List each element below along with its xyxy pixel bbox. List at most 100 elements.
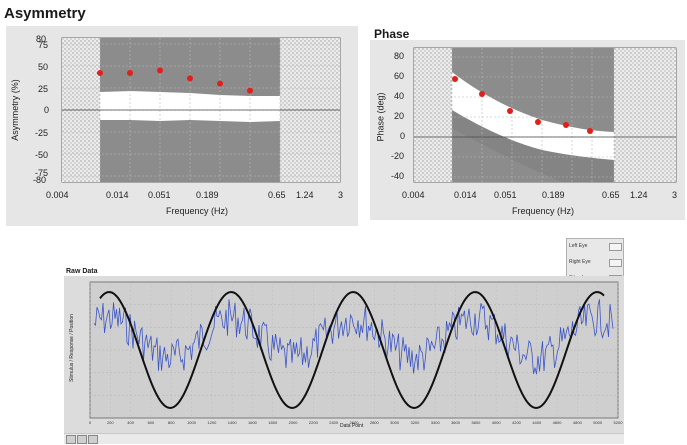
phase-points bbox=[452, 76, 593, 134]
raw-xtick: 4400 bbox=[532, 420, 542, 425]
raw-xtick: 600 bbox=[148, 420, 155, 425]
legend-swatch-right-eye[interactable] bbox=[609, 259, 622, 267]
phase-point bbox=[563, 122, 569, 128]
phase-point bbox=[479, 91, 485, 97]
raw-xtick: 2000 bbox=[289, 420, 299, 425]
raw-xtick: 4600 bbox=[553, 420, 563, 425]
phase-ytick: 20 bbox=[394, 111, 405, 121]
raw-data-panel: Left Eye Right Eye Stimulus Raw Data 020… bbox=[0, 230, 687, 445]
raw-xtick: 1200 bbox=[207, 420, 217, 425]
phase-ylabel: Phase (deg) bbox=[375, 92, 386, 142]
horizontal-scrollbar[interactable] bbox=[64, 433, 624, 444]
raw-xtick: 1400 bbox=[228, 420, 238, 425]
legend-label-left-eye: Left Eye bbox=[569, 243, 588, 249]
phase-dotted-left bbox=[414, 48, 452, 182]
phase-xtick: 1.24 bbox=[630, 190, 648, 200]
raw-xtick: 4800 bbox=[573, 420, 583, 425]
raw-xtick: 2600 bbox=[350, 420, 360, 425]
raw-xtick: 200 bbox=[107, 420, 114, 425]
asymmetry-xtick: 3 bbox=[338, 190, 344, 200]
asymmetry-point bbox=[157, 67, 163, 74]
legend-label-right-eye: Right Eye bbox=[569, 259, 591, 265]
asymmetry-point bbox=[127, 70, 133, 77]
raw-data-chart[interactable]: 0 200 400 600 800 1000 1200 1400 1600 1800 2000 220… bbox=[0, 230, 687, 445]
stimulus-trace bbox=[99, 291, 605, 410]
phase-xlabel: Frequency (Hz) bbox=[512, 206, 575, 216]
phase-point bbox=[587, 128, 593, 134]
phase-point bbox=[507, 108, 513, 114]
raw-xtick: 3200 bbox=[410, 420, 420, 425]
raw-xtick: 3600 bbox=[451, 420, 461, 425]
raw-xtick: 4000 bbox=[492, 420, 502, 425]
raw-ylabel: Stimulus / Response / Position bbox=[68, 314, 75, 382]
asymmetry-ytick: 50 bbox=[38, 62, 49, 72]
asymmetry-point bbox=[217, 80, 223, 87]
phase-point bbox=[535, 119, 541, 125]
phase-chart[interactable] bbox=[362, 0, 687, 228]
asymmetry-xtick: 0.014 bbox=[106, 190, 129, 200]
asymmetry-points bbox=[97, 67, 253, 94]
asymmetry-xtick: 0.189 bbox=[196, 190, 219, 200]
phase-xtick: 0.65 bbox=[602, 190, 620, 200]
asymmetry-ytick: -75 bbox=[35, 168, 49, 178]
phase-panel: Phase 80 60 bbox=[362, 0, 687, 228]
phase-ytick: 40 bbox=[394, 91, 405, 101]
phase-ytick: 0 bbox=[400, 131, 406, 141]
phase-title: Phase bbox=[374, 27, 410, 41]
asymmetry-ytick: -80 bbox=[33, 175, 47, 185]
raw-xtick: 2800 bbox=[370, 420, 380, 425]
raw-xtick: 3000 bbox=[390, 420, 400, 425]
raw-xtick: 3800 bbox=[471, 420, 481, 425]
asymmetry-ytick: -25 bbox=[35, 128, 49, 138]
cursor-icon[interactable] bbox=[88, 435, 98, 444]
asymmetry-title: Asymmetry bbox=[4, 5, 86, 22]
phase-xtick: 0.051 bbox=[494, 190, 517, 200]
asymmetry-ylabel: Asymmetry (%) bbox=[9, 79, 20, 141]
asymmetry-point bbox=[97, 70, 103, 77]
zoom-icon[interactable] bbox=[66, 435, 76, 444]
asymmetry-ytick: 80 bbox=[36, 34, 47, 44]
phase-xtick: 0.004 bbox=[402, 190, 425, 200]
raw-xlabel: Data Point bbox=[340, 423, 364, 429]
response-trace bbox=[93, 299, 614, 375]
raw-xtick: 1000 bbox=[187, 420, 197, 425]
phase-dotted-right bbox=[614, 48, 676, 182]
raw-xtick: 1600 bbox=[248, 420, 258, 425]
asymmetry-xtick: 0.65 bbox=[268, 190, 286, 200]
phase-normal-band bbox=[452, 72, 614, 160]
phase-lower-region bbox=[452, 110, 614, 182]
raw-xtick: 800 bbox=[168, 420, 175, 425]
phase-point bbox=[452, 76, 458, 82]
asymmetry-chart[interactable] bbox=[0, 0, 360, 228]
asymmetry-xlabel: Frequency (Hz) bbox=[166, 206, 229, 216]
asymmetry-ytick: 75 bbox=[38, 40, 49, 50]
raw-xtick: 5200 bbox=[614, 420, 624, 425]
asymmetry-panel: Asymmetry bbox=[0, 0, 360, 228]
raw-xtick: 1800 bbox=[268, 420, 278, 425]
raw-xtick: 2400 bbox=[329, 420, 339, 425]
phase-xtick: 0.189 bbox=[542, 190, 565, 200]
phase-xtick: 3 bbox=[672, 190, 678, 200]
raw-xtick: 4200 bbox=[512, 420, 522, 425]
asymmetry-xtick: 0.051 bbox=[148, 190, 171, 200]
legend-swatch-left-eye[interactable] bbox=[609, 243, 622, 251]
asymmetry-ytick: 25 bbox=[38, 84, 49, 94]
raw-xtick: 5000 bbox=[593, 420, 603, 425]
asymmetry-xtick: 0.004 bbox=[46, 190, 69, 200]
phase-ytick: 80 bbox=[394, 51, 405, 61]
asymmetry-point bbox=[187, 75, 193, 82]
asymmetry-xtick: 1.24 bbox=[296, 190, 314, 200]
raw-xticks: 0 200 400 600 800 1000 1200 1400 1600 1800 2000 220… bbox=[89, 420, 623, 425]
phase-ytick: 60 bbox=[394, 71, 405, 81]
raw-xtick: 3400 bbox=[431, 420, 441, 425]
raw-xtick: 2200 bbox=[309, 420, 319, 425]
pan-icon[interactable] bbox=[77, 435, 87, 444]
raw-xtick: 400 bbox=[127, 420, 134, 425]
asymmetry-point bbox=[247, 87, 253, 94]
raw-title: Raw Data bbox=[66, 268, 98, 275]
phase-ytick: -20 bbox=[391, 151, 405, 161]
asymmetry-ytick: 0 bbox=[44, 105, 50, 115]
raw-xtick: 0 bbox=[89, 420, 92, 425]
phase-xtick: 0.014 bbox=[454, 190, 477, 200]
asymmetry-ytick: -50 bbox=[35, 150, 49, 160]
